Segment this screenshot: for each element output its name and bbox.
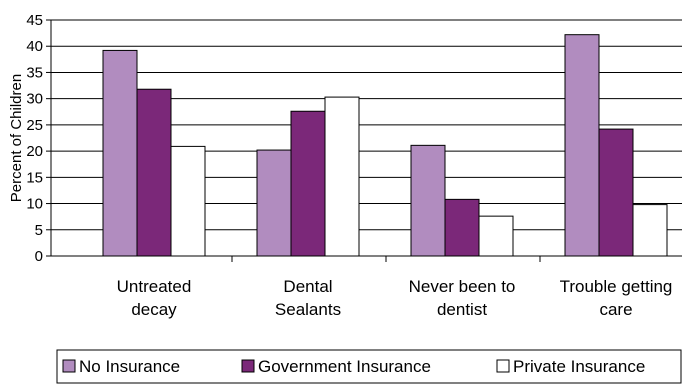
axes bbox=[46, 19, 682, 262]
bar bbox=[564, 34, 600, 257]
y-tick-labels: 0 5 10 15 20 25 30 35 40 45 bbox=[26, 12, 43, 265]
legend-label: Government Insurance bbox=[258, 357, 431, 376]
y-tick-label: 35 bbox=[26, 64, 43, 81]
bars bbox=[102, 34, 668, 257]
bar bbox=[598, 128, 634, 257]
legend-swatch bbox=[62, 359, 76, 373]
y-tick-label: 20 bbox=[26, 143, 43, 160]
bar bbox=[290, 110, 326, 257]
x-category-label: Trouble getting care bbox=[560, 277, 673, 319]
y-tick-label: 15 bbox=[26, 169, 43, 186]
x-category-label: Untreated decay bbox=[117, 277, 192, 319]
y-tick-label: 45 bbox=[26, 12, 43, 29]
legend-box bbox=[56, 349, 682, 384]
legend: No Insurance Government Insurance Private … bbox=[56, 349, 682, 384]
bar bbox=[324, 96, 360, 257]
legend-label: Private Insurance bbox=[513, 357, 645, 376]
bar bbox=[632, 204, 668, 257]
bar bbox=[170, 145, 206, 257]
bar bbox=[410, 144, 446, 257]
bar bbox=[478, 215, 514, 257]
y-tick-label: 10 bbox=[26, 196, 43, 213]
x-category-label: Dental Sealants bbox=[275, 277, 341, 319]
legend-swatch bbox=[496, 359, 510, 373]
legend-label: No Insurance bbox=[79, 357, 180, 376]
bar bbox=[102, 49, 138, 257]
y-tick-label: 30 bbox=[26, 91, 43, 108]
y-tick-label: 5 bbox=[35, 222, 43, 239]
bar bbox=[256, 149, 292, 257]
bar bbox=[136, 88, 172, 257]
y-tick-label: 25 bbox=[26, 117, 43, 134]
legend-swatch bbox=[241, 359, 255, 373]
y-tick-label: 0 bbox=[35, 248, 43, 265]
y-tick-label: 40 bbox=[26, 38, 43, 55]
x-category-label: Never been to dentist bbox=[409, 277, 516, 319]
x-category-labels: Untreated decay Dental Sealants Never been t… bbox=[117, 277, 673, 319]
bar bbox=[444, 198, 480, 257]
y-axis-label: Percent of Children bbox=[8, 74, 25, 202]
